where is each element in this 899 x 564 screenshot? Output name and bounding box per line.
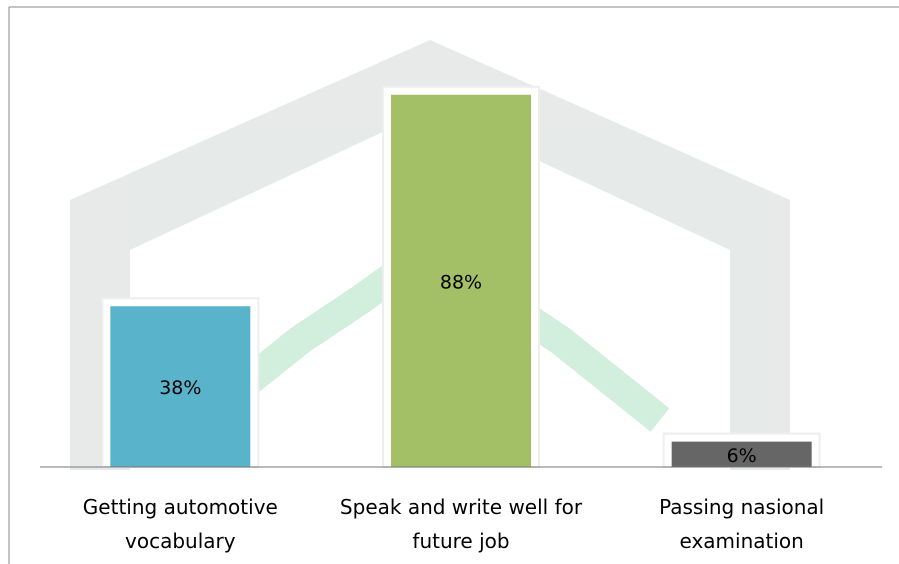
x-tick-label: Getting automotive vocabulary [45, 490, 315, 558]
value-label: 88% [440, 271, 482, 293]
chart-page: 38% 88% 6% Getting automotive vocabularySp… [0, 0, 899, 564]
value-label: 38% [159, 377, 201, 399]
x-tick-label: Passing nasional examination [607, 490, 877, 558]
x-tick-label: Speak and write well for future job [326, 490, 596, 558]
value-label: 6% [727, 445, 757, 467]
chart: 38% 88% 6% [0, 0, 899, 564]
